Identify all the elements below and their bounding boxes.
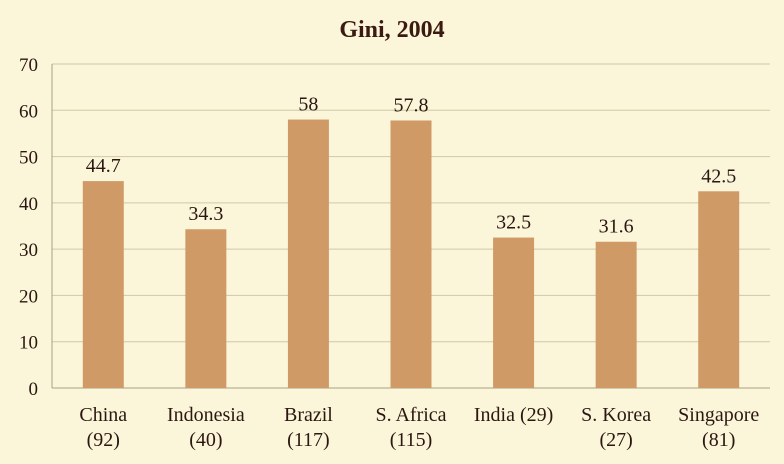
bar [82,181,124,388]
y-tick-label: 30 [19,240,38,261]
bars [82,119,740,389]
y-tick-label: 0 [29,379,39,400]
y-tick-label: 70 [19,55,38,76]
bar [185,229,227,388]
bar [595,241,637,388]
x-tick-label: China [79,404,127,426]
x-tick-label: (27) [599,429,632,451]
data-label: 34.3 [188,203,223,225]
data-label: 57.8 [394,94,429,116]
y-tick-label: 20 [19,286,38,307]
x-tick-label: (81) [702,429,735,451]
data-label: 32.5 [496,212,531,234]
x-tick-label: (115) [390,429,433,451]
bar [287,119,329,389]
y-tick-label: 50 [19,148,38,169]
data-label: 44.7 [86,155,121,177]
x-tick-label: Brazil [284,404,333,426]
x-tick-label: (117) [287,429,330,451]
x-axis-ticks: China (92) Indonesia (40) Brazil (117) S. Afri… [79,404,759,451]
x-tick-label: S. Africa [375,404,446,426]
data-label: 58 [298,94,318,116]
x-tick-label: S. Korea [581,404,651,426]
y-axis-ticks: 0 10 20 30 40 50 60 70 [19,55,38,400]
y-tick-label: 60 [19,101,38,122]
x-tick-label: Singapore [678,404,759,426]
bar [390,120,432,389]
bar [493,237,535,388]
data-label: 31.6 [599,216,634,238]
y-tick-label: 40 [19,194,38,215]
data-labels: 44.7 34.3 58 57.8 32.5 31.6 42.5 [86,94,736,238]
x-tick-label: (40) [189,429,222,451]
x-tick-label: (92) [87,429,120,451]
x-tick-label: India (29) [474,404,553,426]
bar [698,191,740,388]
chart-title: Gini, 2004 [339,17,444,43]
data-label: 42.5 [701,165,736,187]
y-tick-label: 10 [19,333,38,354]
x-tick-label: Indonesia [167,404,245,426]
